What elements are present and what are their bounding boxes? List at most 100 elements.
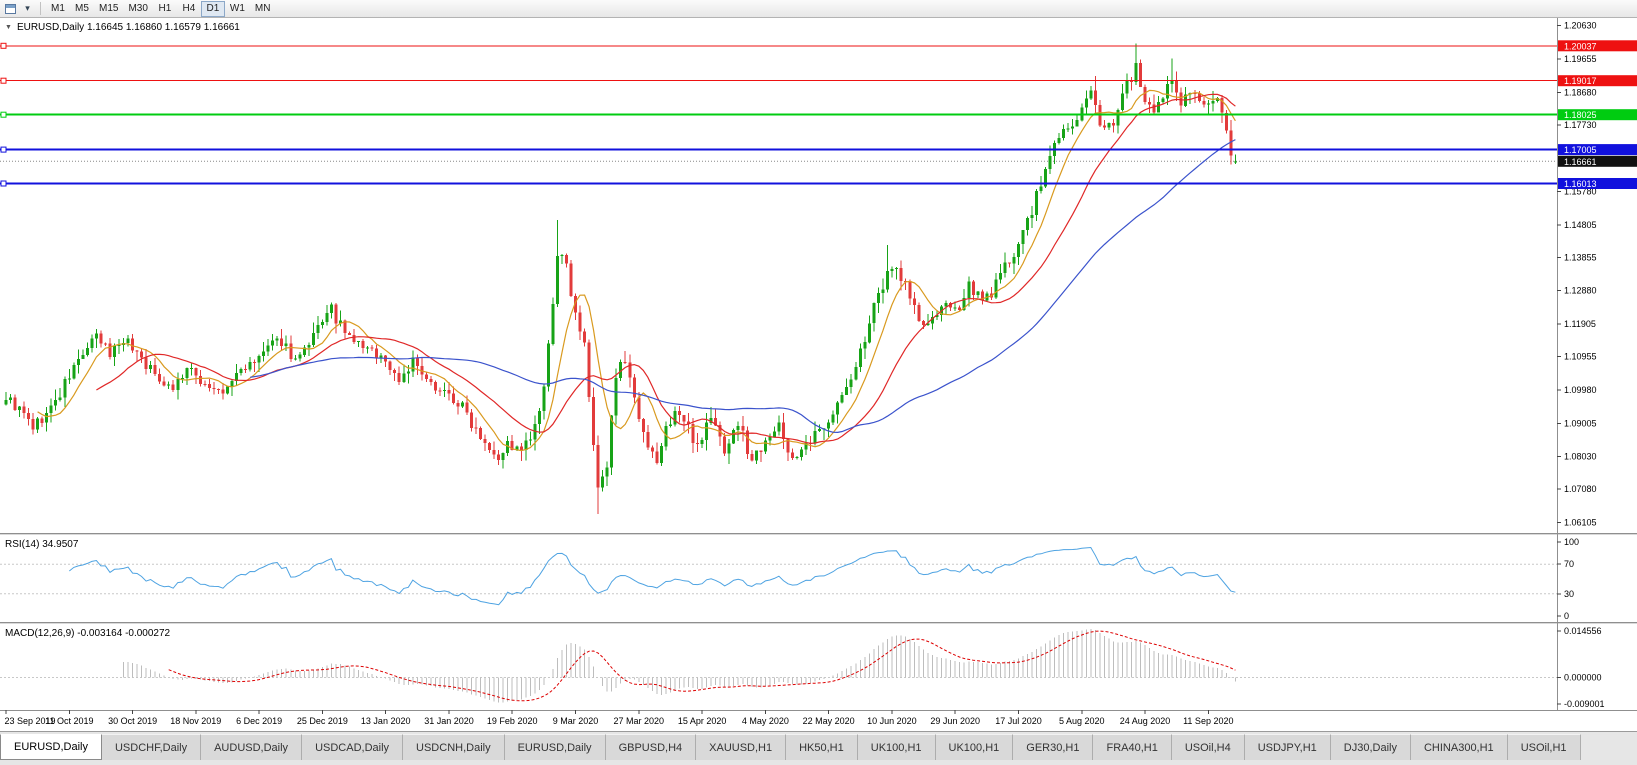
timeframe-button-m15[interactable]: M15 — [99, 3, 119, 14]
chart-tab-dj30-daily[interactable]: DJ30,Daily — [1330, 734, 1411, 760]
svg-text:1.17730: 1.17730 — [1564, 120, 1597, 130]
chart-tab-hk50-h1[interactable]: HK50,H1 — [786, 734, 858, 760]
svg-text:11 Sep 2020: 11 Sep 2020 — [1183, 716, 1233, 726]
svg-text:5 Aug 2020: 5 Aug 2020 — [1059, 716, 1105, 726]
svg-text:-0.009001: -0.009001 — [1564, 699, 1605, 709]
chart-tab-fra40-h1[interactable]: FRA40,H1 — [1093, 734, 1172, 760]
chart-tab-usdjpy-h1[interactable]: USDJPY,H1 — [1244, 734, 1331, 760]
svg-text:1.20037: 1.20037 — [1564, 41, 1597, 51]
candles-down — [13, 59, 1233, 514]
timeframe-button-w1[interactable]: W1 — [229, 3, 245, 14]
svg-text:19 Feb 2020: 19 Feb 2020 — [487, 716, 538, 726]
chart-tab-audusd-daily[interactable]: AUDUSD,Daily — [201, 734, 303, 760]
chart-tab-usdcnh-daily[interactable]: USDCNH,Daily — [403, 734, 505, 760]
svg-text:0: 0 — [1564, 611, 1569, 621]
svg-text:1.16661: 1.16661 — [1564, 157, 1597, 167]
chart-tab-china300-h1[interactable]: CHINA300,H1 — [1410, 734, 1508, 760]
moving-average-fast — [37, 89, 1236, 452]
svg-text:31 Jan 2020: 31 Jan 2020 — [424, 716, 474, 726]
price-tag-1.20037: 1.20037 — [1558, 40, 1637, 52]
line-handle[interactable] — [0, 42, 7, 49]
svg-text:9 Mar 2020: 9 Mar 2020 — [553, 716, 599, 726]
timeframe-button-m1[interactable]: M1 — [51, 3, 65, 14]
price-tag-1.16013: 1.16013 — [1558, 178, 1637, 189]
chart-ohlc-readout: EURUSD,Daily 1.16645 1.16860 1.16579 1.1… — [16, 22, 240, 33]
svg-text:1.19655: 1.19655 — [1564, 54, 1597, 64]
svg-text:30: 30 — [1564, 589, 1574, 599]
timeframe-button-h4[interactable]: H4 — [182, 3, 196, 14]
svg-text:17 Jul 2020: 17 Jul 2020 — [995, 716, 1042, 726]
svg-text:1.09005: 1.09005 — [1564, 418, 1597, 428]
chart-tab-ger30-h1[interactable]: GER30,H1 — [1013, 734, 1094, 760]
svg-text:22 May 2020: 22 May 2020 — [803, 716, 855, 726]
timeframe-button-d1[interactable]: D1 — [200, 0, 225, 17]
svg-text:1.06105: 1.06105 — [1564, 518, 1597, 528]
timeframe-button-h1[interactable]: H1 — [158, 3, 172, 14]
svg-text:1.14805: 1.14805 — [1564, 220, 1597, 230]
svg-text:1.10955: 1.10955 — [1564, 352, 1597, 362]
chart-canvas[interactable]: 1.20630 1.19655 1.18680 1.17730 1.15780 1.148… — [0, 18, 1637, 731]
svg-text:11 Oct 2019: 11 Oct 2019 — [45, 716, 93, 726]
line-handle[interactable] — [0, 77, 7, 84]
chart-tab-xauusd-h1[interactable]: XAUUSD,H1 — [696, 734, 787, 760]
svg-text:1.15780: 1.15780 — [1564, 187, 1597, 197]
timeframe-toolbar: ▾ M1 M5 M15 M30 H1 H4 D1 W1 MN — [0, 0, 1637, 18]
svg-text:25 Dec 2019: 25 Dec 2019 — [297, 716, 348, 726]
chart-tab-usoil-h1[interactable]: USOil,H1 — [1507, 734, 1581, 760]
chart-tab-eurusd-daily[interactable]: EURUSD,Daily — [0, 734, 102, 760]
svg-text:4 May 2020: 4 May 2020 — [742, 716, 789, 726]
candles-up — [4, 43, 1237, 492]
chart-title: ▼ EURUSD,Daily 1.16645 1.16860 1.16579 1… — [5, 22, 240, 33]
macd-indicator-label: MACD(12,26,9) -0.003164 -0.000272 — [5, 628, 171, 639]
svg-text:1.18680: 1.18680 — [1564, 87, 1597, 97]
moving-average-medium — [96, 93, 1236, 445]
chart-tab-eurusd-daily[interactable]: EURUSD,Daily — [504, 734, 606, 760]
svg-text:23 Sep 2019: 23 Sep 2019 — [4, 716, 55, 726]
svg-text:13 Jan 2020: 13 Jan 2020 — [361, 716, 411, 726]
svg-text:15 Apr 2020: 15 Apr 2020 — [678, 716, 727, 726]
timeframe-button-mn[interactable]: MN — [254, 3, 271, 14]
svg-text:1.16013: 1.16013 — [1564, 179, 1597, 189]
svg-text:29 Jun 2020: 29 Jun 2020 — [930, 716, 980, 726]
svg-text:1.08030: 1.08030 — [1564, 452, 1597, 462]
macd-signal-line — [168, 630, 1236, 702]
price-tag-1.18025: 1.18025 — [1558, 109, 1637, 121]
svg-text:70: 70 — [1564, 559, 1574, 569]
svg-text:0.000000: 0.000000 — [1564, 673, 1602, 683]
current-price-tag: 1.16661 — [1558, 155, 1637, 167]
svg-text:1.17005: 1.17005 — [1564, 145, 1597, 155]
svg-text:30 Oct 2019: 30 Oct 2019 — [108, 716, 157, 726]
timeframe-button-m30[interactable]: M30 — [128, 3, 148, 14]
svg-text:1.13855: 1.13855 — [1564, 252, 1597, 262]
svg-text:24 Aug 2020: 24 Aug 2020 — [1120, 716, 1171, 726]
svg-text:100: 100 — [1564, 537, 1579, 547]
svg-text:1.20630: 1.20630 — [1564, 21, 1597, 31]
chart-tab-uk100-h1[interactable]: UK100,H1 — [857, 734, 936, 760]
svg-text:1.19017: 1.19017 — [1564, 76, 1597, 86]
line-handle[interactable] — [0, 111, 7, 118]
svg-text:1.11905: 1.11905 — [1564, 319, 1596, 329]
price-tag-1.19017: 1.19017 — [1558, 75, 1637, 87]
chart-tab-gbpusd-h4[interactable]: GBPUSD,H4 — [605, 734, 697, 760]
svg-text:0.014556: 0.014556 — [1564, 626, 1602, 636]
line-handle[interactable] — [0, 146, 7, 153]
collapse-arrow-icon[interactable]: ▼ — [5, 23, 12, 31]
svg-text:18 Nov 2019: 18 Nov 2019 — [170, 716, 221, 726]
menu-arrow-icon[interactable]: ▾ — [25, 3, 30, 13]
chart-window[interactable]: 1.20630 1.19655 1.18680 1.17730 1.15780 1.148… — [0, 18, 1637, 731]
chart-tab-uk100-h1[interactable]: UK100,H1 — [935, 734, 1014, 760]
line-handle[interactable] — [0, 180, 7, 187]
chart-tab-usdcad-daily[interactable]: USDCAD,Daily — [302, 734, 404, 760]
svg-text:1.07080: 1.07080 — [1564, 484, 1597, 494]
macd-histogram — [123, 628, 1236, 703]
chart-window-icon[interactable] — [3, 2, 18, 16]
svg-text:6 Dec 2019: 6 Dec 2019 — [236, 716, 282, 726]
price-tag-1.17005: 1.17005 — [1558, 144, 1637, 156]
svg-text:1.18025: 1.18025 — [1564, 110, 1597, 120]
svg-text:27 Mar 2020: 27 Mar 2020 — [614, 716, 665, 726]
chart-tab-usdchf-daily[interactable]: USDCHF,Daily — [101, 734, 202, 760]
moving-average-slow — [250, 139, 1236, 434]
chart-tab-usoil-h4[interactable]: USOil,H4 — [1171, 734, 1245, 760]
timeframe-button-m5[interactable]: M5 — [75, 3, 89, 14]
svg-text:10 Jun 2020: 10 Jun 2020 — [867, 716, 917, 726]
